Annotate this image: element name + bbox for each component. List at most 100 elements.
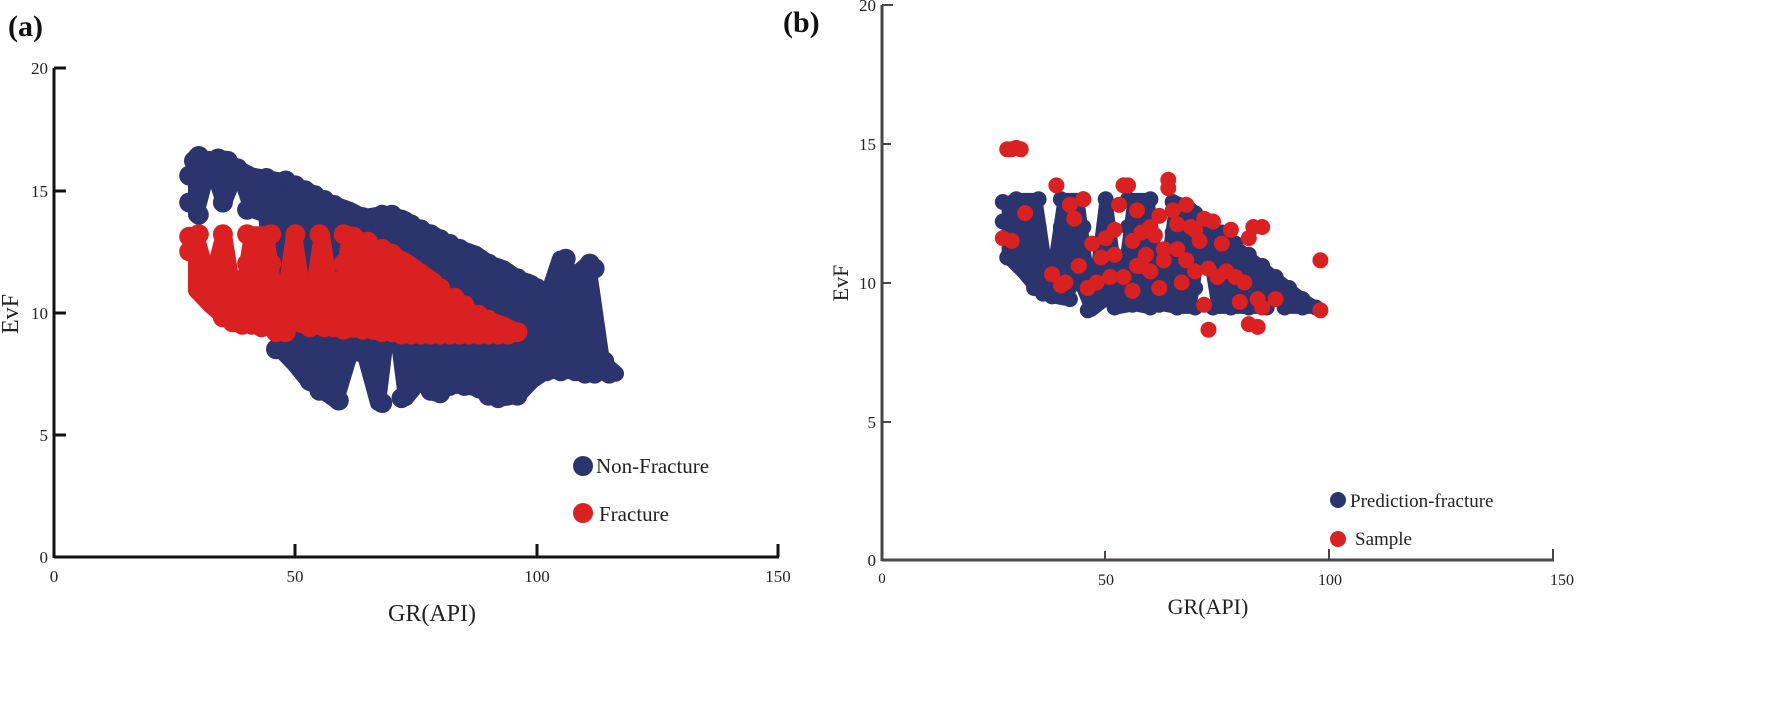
x-tick-b-150: 150 [1550,572,1574,589]
data-point [1052,246,1069,263]
data-point [565,361,586,382]
data-point [1093,249,1110,266]
data-point [1008,246,1025,263]
data-point [507,385,528,406]
data-point [1231,293,1248,310]
data-point [1236,274,1253,291]
data-point [381,307,402,328]
x-tick-b-50: 50 [1098,572,1114,589]
y-tick-b-0: 0 [868,551,877,570]
data-point [1160,180,1177,197]
data-point [1205,213,1221,230]
data-point [1187,221,1204,238]
data-point [430,312,451,333]
data-point [526,327,547,347]
data-point [1142,263,1159,280]
data-point [212,253,233,274]
data-point [1120,246,1136,263]
data-point [1061,291,1078,308]
data-point [237,199,258,220]
data-point [237,297,258,318]
data-point [290,353,311,374]
legend-marker-prediction-fracture [1330,492,1346,508]
data-point [261,297,282,318]
data-point [1124,296,1141,313]
series-sample [994,139,1329,338]
legend-marker-non-fracture [573,456,593,476]
data-point [1070,257,1087,274]
data-point [1137,246,1154,263]
data-point [1003,232,1020,249]
data-point [430,278,451,299]
data-point [1213,235,1230,252]
data-point [439,375,460,396]
data-point [1120,177,1136,194]
y-axis-title-b: EvF [828,265,853,302]
data-point [357,258,378,279]
data-point [1155,241,1172,258]
legend-a: Non-Fracture Fracture [573,454,709,526]
data-point [357,302,378,323]
x-axis-title-a: GR(API) [388,601,476,627]
data-point [1267,291,1284,308]
y-tick-b-20: 20 [859,0,876,15]
data-point [179,241,200,262]
data-point [1124,282,1141,299]
data-point [1146,227,1163,244]
y-tick-a-5: 5 [40,426,49,445]
data-point [1129,257,1145,274]
legend-label-sample: Sample [1355,529,1412,550]
y-tick-a-0: 0 [40,548,49,567]
legend-b: Prediction-fracture Sample [1330,491,1493,550]
data-point [1008,191,1025,208]
y-axis-title-a: EvF [0,294,24,334]
data-point [454,307,475,328]
data-point [309,278,330,299]
data-point [1102,269,1119,285]
data-point [1164,202,1181,219]
data-point [599,363,620,384]
data-point [994,213,1011,230]
data-point [1187,280,1204,296]
data-point [1088,274,1105,291]
data-point [1030,191,1047,208]
data-point [348,341,369,362]
data-point [1151,280,1168,296]
data-point [1079,302,1096,319]
data-point [333,253,354,274]
y-tick-a-10: 10 [31,304,48,323]
data-point [584,322,605,343]
data-point [1249,318,1266,335]
data-point [1142,191,1159,208]
x-tick-a-100: 100 [524,567,550,586]
data-point [1048,177,1065,194]
data-point [497,324,518,345]
x-tick-a-150: 150 [765,567,791,586]
x-tick-a-0: 0 [50,567,59,586]
x-tick-b-0: 0 [878,571,886,587]
data-point [1222,221,1239,238]
legend-label-fracture: Fracture [599,502,669,526]
data-point [285,278,306,299]
data-point [1200,321,1217,338]
data-point [391,251,412,272]
data-point [212,192,233,213]
data-point [560,265,581,286]
data-point [1267,269,1284,285]
data-point [1066,210,1083,227]
data-point [1057,274,1074,291]
data-point [1115,269,1132,285]
data-point [212,224,233,245]
series-fracture [179,224,528,345]
data-point [188,224,209,245]
data-point [237,224,258,245]
data-point [1097,191,1114,208]
data-points-b [994,139,1329,338]
data-point [237,278,258,299]
legend-label-prediction-fracture: Prediction-fracture [1350,491,1493,512]
data-point [1254,274,1271,291]
data-point [1196,296,1213,313]
data-point [550,361,571,382]
data-point [261,278,282,299]
data-point [1052,219,1069,235]
